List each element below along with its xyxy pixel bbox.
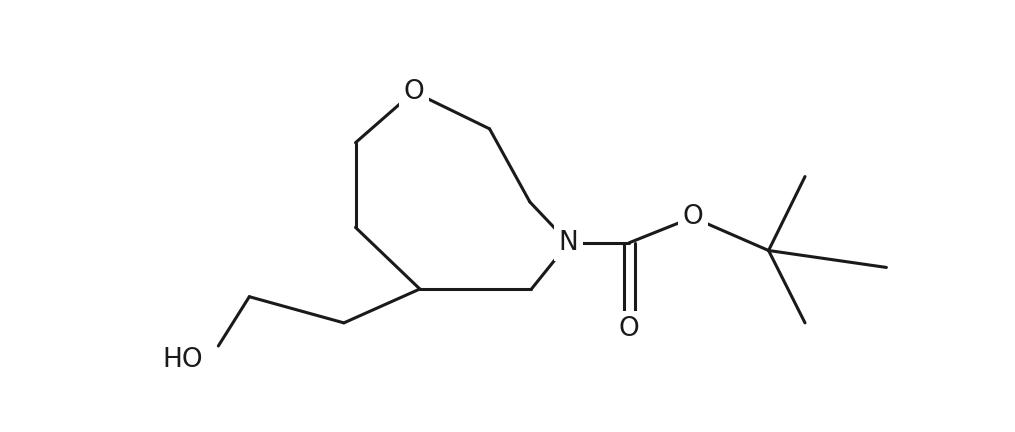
- Text: HO: HO: [162, 347, 203, 373]
- Text: O: O: [682, 204, 703, 230]
- Text: N: N: [558, 230, 579, 256]
- Text: O: O: [403, 79, 424, 105]
- Text: O: O: [619, 316, 639, 342]
